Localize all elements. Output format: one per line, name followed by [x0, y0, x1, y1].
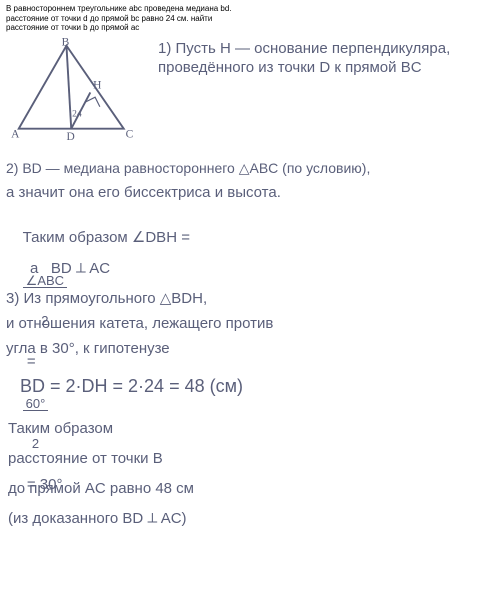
- vertex-h-label: H: [93, 80, 101, 92]
- step-3-text-a: 3) Из прямоугольного △BDH,: [6, 290, 496, 309]
- step-2-text-a: 2) BD — медиана равностороннего △ABC (по…: [6, 160, 496, 178]
- vertex-b-label: B: [62, 38, 70, 49]
- step-2-text-b: а значит она его биссектриса и высота.: [6, 184, 496, 203]
- median-bd: [66, 46, 71, 129]
- vertex-c-label: C: [126, 128, 134, 140]
- problem-text: В равностороннем треугольнике abc провед…: [6, 4, 232, 32]
- problem-statement: В равностороннем треугольнике abc провед…: [6, 4, 246, 33]
- conclusion-a: Таким образом: [8, 420, 498, 439]
- vertex-a-label: A: [11, 128, 20, 140]
- frac2-top: 60°: [23, 397, 49, 411]
- conclusion-b: расстояние от точки B: [8, 450, 498, 469]
- vertex-d-label: D: [66, 131, 74, 143]
- bd-calculation: BD = 2·DH = 2·24 = 48 (см): [20, 375, 490, 398]
- conclusion-d: (из доказанного BD ⟂ AC): [8, 510, 498, 529]
- page: В равностороннем треугольнике abc провед…: [0, 0, 500, 609]
- step-3-text-c: угла в 30°, к гипотенузе: [6, 340, 496, 359]
- bd-perp-ac: а BD ⟂ AC: [30, 260, 330, 279]
- step-1-text: 1) Пусть H — основание перпендикуляра, п…: [158, 40, 496, 78]
- dh-length-label: 24: [72, 108, 82, 119]
- conclusion-c: до прямой AC равно 48 см: [8, 480, 498, 499]
- frac2-bot: 2: [23, 437, 49, 450]
- step-3-text-b: и отношения катета, лежащего против: [6, 315, 496, 334]
- triangle-diagram: A B C D H 24: [6, 38, 146, 143]
- angle-prefix: Таким образом ∠DBH =: [23, 229, 194, 246]
